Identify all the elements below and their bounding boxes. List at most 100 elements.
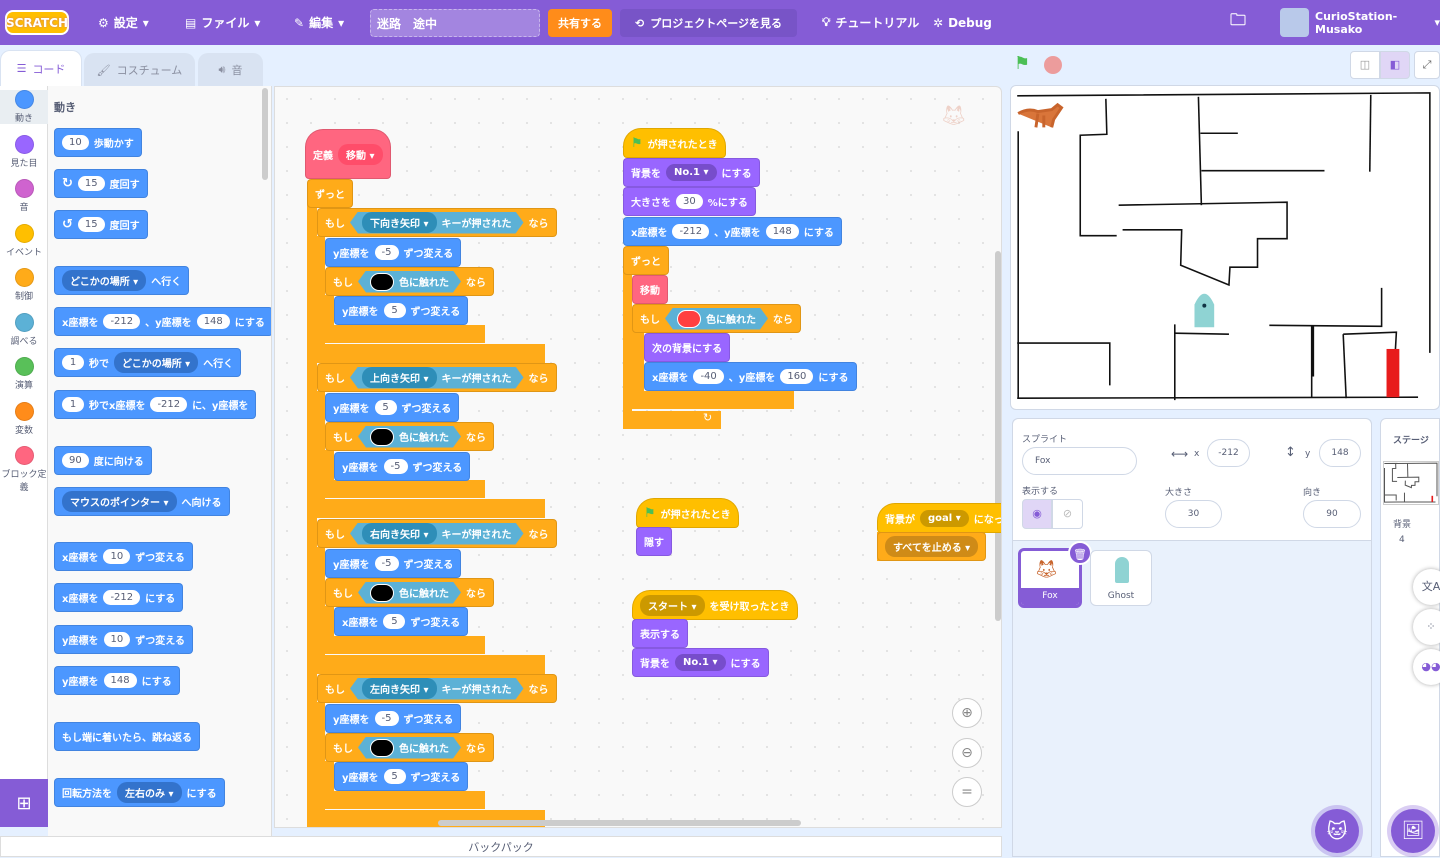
script-block[interactable]: もし 右向き矢印 ▾ キーが押された なら [317, 519, 557, 548]
palette-block[interactable]: 1 秒でx座標を -212 に、y座標を [54, 390, 257, 419]
color-swatch[interactable] [370, 584, 394, 602]
category-1[interactable]: 見た目 [0, 134, 48, 169]
zoom-out-button[interactable]: ⊖ [952, 738, 982, 768]
color-swatch[interactable] [677, 310, 701, 328]
fox-sprite[interactable] [1017, 102, 1064, 128]
settings-menu[interactable]: ⚙ 設定 ▾ [98, 0, 149, 45]
number-input[interactable]: 160 [780, 369, 814, 384]
color-swatch[interactable] [370, 428, 394, 446]
sprite-thumb-fox[interactable]: 🦊︎ Fox [1018, 548, 1082, 608]
script-block[interactable]: 表示する [632, 619, 688, 648]
number-input[interactable]: -5 [374, 711, 399, 726]
dropdown[interactable]: 上向き矢印 ▾ [362, 367, 437, 388]
number-input[interactable]: 5 [374, 400, 397, 415]
account-menu[interactable]: CurioStation-Musako ▾ [1315, 0, 1440, 45]
number-input[interactable]: 15 [77, 217, 105, 232]
dropdown[interactable]: No.1 ▾ [666, 164, 717, 181]
script-block[interactable]: ずっと [307, 179, 353, 208]
edit-menu[interactable]: ✎ 編集 ▾ [294, 0, 344, 45]
sprite-thumb-ghost[interactable]: Ghost [1090, 550, 1152, 606]
dropdown[interactable]: 右向き矢印 ▾ [362, 523, 437, 544]
script-block[interactable]: x座標を -40 、y座標を 160 にする [644, 362, 857, 391]
dropdown[interactable]: No.1 ▾ [675, 654, 726, 671]
dropdown[interactable]: すべてを止める ▾ [885, 536, 979, 557]
script-block[interactable]: ⚑ が押されたとき [623, 128, 726, 158]
script-block[interactable]: すべてを止める ▾ [877, 532, 987, 561]
number-input[interactable]: 10 [62, 135, 89, 150]
dropdown[interactable]: 下向き矢印 ▾ [362, 212, 437, 233]
zoom-reset-button[interactable]: = [952, 777, 982, 807]
file-menu[interactable]: ▤ ファイル ▾ [185, 0, 260, 45]
choose-sprite-button[interactable]: 🐱︎ [1315, 809, 1359, 853]
add-extension-button[interactable]: ⊞ [0, 779, 48, 827]
script-block[interactable]: 隠す [636, 527, 672, 556]
delete-sprite-button[interactable]: 🗑︎ [1068, 541, 1092, 565]
green-flag-button[interactable]: ⚑ [1014, 53, 1030, 74]
category-4[interactable]: 制御 [0, 268, 48, 302]
number-input[interactable]: 5 [383, 303, 406, 318]
number-input[interactable]: -212 [103, 590, 141, 605]
stage[interactable] [1010, 85, 1440, 410]
script-block[interactable]: 次の背景にする [644, 333, 731, 362]
sprite-name-input[interactable]: Fox [1022, 447, 1137, 475]
number-input[interactable]: 10 [103, 549, 131, 564]
script-block[interactable]: もし 下向き矢印 ▾ キーが押された なら [317, 208, 557, 237]
debug-button[interactable]: ✲ Debug [933, 0, 992, 45]
stage-thumbnail[interactable] [1383, 461, 1439, 505]
y-input[interactable]: 148 [1319, 439, 1361, 467]
script-block[interactable]: x座標を 5 ずつ変える [334, 607, 469, 636]
size-input[interactable]: 30 [1165, 500, 1222, 528]
x-input[interactable]: -212 [1207, 439, 1250, 467]
number-input[interactable]: 148 [765, 224, 799, 239]
number-input[interactable]: 90 [62, 453, 89, 468]
color-swatch[interactable] [370, 273, 394, 291]
choose-backdrop-button[interactable]: 🖼︎ [1391, 809, 1435, 853]
number-input[interactable]: 5 [383, 769, 406, 784]
see-project-page-button[interactable]: ⟲ プロジェクトページを見る [620, 9, 797, 37]
script-block[interactable]: もし 色に触れた なら [325, 578, 494, 607]
dropdown[interactable]: 移動 ▾ [338, 143, 383, 165]
tab-sounds[interactable]: 🔊︎ 音 [198, 53, 263, 86]
number-input[interactable]: 148 [103, 673, 137, 688]
large-stage-button[interactable]: ◧ [1380, 51, 1410, 79]
palette-block[interactable]: マウスのポインター ▾ へ向ける [54, 487, 230, 516]
dropdown[interactable]: どこかの場所 ▾ [114, 352, 199, 373]
script-block[interactable]: ⚑ が押されたとき [636, 498, 739, 528]
category-0[interactable]: 動き [0, 90, 48, 124]
palette-block[interactable]: 回転方法を 左右のみ ▾ にする [54, 778, 225, 807]
fullscreen-button[interactable]: ⤢ [1414, 51, 1440, 79]
category-2[interactable]: 音 [0, 179, 48, 213]
translate-button[interactable]: 文A [1413, 569, 1440, 605]
number-input[interactable]: -5 [374, 556, 399, 571]
category-7[interactable]: 変数 [0, 401, 48, 436]
palette-block[interactable]: 10 歩動かす [54, 128, 142, 157]
dropdown[interactable]: 左右のみ ▾ [117, 782, 182, 803]
number-input[interactable]: -212 [103, 314, 141, 329]
dropdown[interactable]: スタート ▾ [640, 594, 705, 616]
script-block[interactable]: 背景を No.1 ▾ にする [623, 158, 760, 187]
number-input[interactable]: 148 [196, 314, 230, 329]
ghost-sprite[interactable] [1194, 293, 1215, 328]
tutorials-button[interactable]: 💡︎ チュートリアル [822, 0, 919, 45]
script-block[interactable]: 背景を No.1 ▾ にする [632, 648, 769, 677]
backpack[interactable]: バックパック [0, 836, 1002, 857]
avatar[interactable] [1280, 8, 1309, 37]
palette-block[interactable]: y座標を 148 にする [54, 666, 180, 695]
palette-block[interactable]: x座標を -212 にする [54, 583, 184, 612]
dropdown[interactable]: 左向き矢印 ▾ [362, 678, 437, 699]
direction-input[interactable]: 90 [1303, 500, 1361, 528]
script-block[interactable]: y座標を 5 ずつ変える [334, 296, 469, 325]
palette-block[interactable]: x座標を -212 、y座標を 148 にする [54, 307, 271, 336]
number-input[interactable]: -40 [693, 369, 724, 384]
hide-sprite-button[interactable]: ⊘ [1052, 499, 1083, 529]
palette-block[interactable]: y座標を 10 ずつ変える [54, 625, 193, 654]
show-sprite-button[interactable]: ◉ [1022, 499, 1052, 529]
category-5[interactable]: 調べる [0, 312, 48, 347]
number-input[interactable]: 15 [77, 176, 105, 191]
tab-costumes[interactable]: 🖌︎ コスチューム [84, 53, 195, 86]
palette-block[interactable]: ↺ 15 度回す [54, 210, 148, 239]
script-block[interactable]: 定義 移動 ▾ [305, 129, 391, 179]
script-block[interactable]: もし 左向き矢印 ▾ キーが押された なら [317, 674, 557, 703]
script-block[interactable]: y座標を -5 ずつ変える [325, 238, 462, 267]
number-input[interactable]: -212 [672, 224, 710, 239]
